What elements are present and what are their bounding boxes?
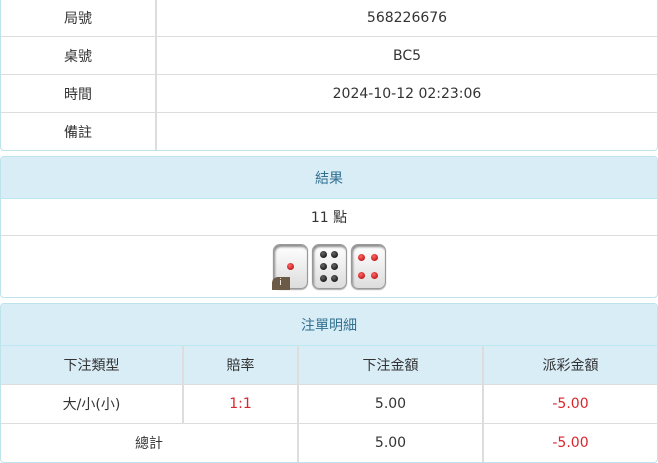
- pip: [357, 254, 365, 262]
- table-row: 大/小(小) 1:1 5.00 -5.00: [1, 384, 657, 424]
- bet-header-row: 下注類型 賠率 下注金額 派彩金額: [1, 346, 657, 385]
- odds: 1:1: [183, 384, 299, 424]
- pip: [331, 275, 339, 283]
- bet-type: 大/小(小): [1, 384, 184, 424]
- pip: [331, 250, 339, 258]
- pip: [371, 254, 379, 262]
- header-payout: 派彩金額: [483, 346, 657, 385]
- pip: [319, 250, 327, 258]
- bet-details-panel: 注單明細 下注類型 賠率 下注金額 派彩金額 大/小(小) 1:1 5.00 -…: [0, 303, 658, 463]
- label: 桌號: [1, 37, 157, 74]
- info-row-table: 桌號 BC5: [1, 36, 657, 74]
- pip: [357, 271, 365, 279]
- info-row-note: 備註: [1, 112, 657, 150]
- die-6: [311, 244, 347, 289]
- total-label: 總計: [1, 423, 299, 462]
- pip: [319, 275, 327, 283]
- info-row-time: 時間 2024-10-12 02:23:06: [1, 74, 657, 112]
- pip: [286, 263, 294, 270]
- result-points: 11 點: [310, 210, 348, 226]
- round-info-table: 局號 568226676 桌號 BC5 時間 2024-10-12 02:23:06 …: [0, 0, 658, 151]
- payout: -5.00: [483, 384, 657, 424]
- label: 備註: [1, 113, 157, 150]
- die-1: i: [271, 244, 308, 290]
- result-title: 結果: [1, 157, 657, 199]
- label: 時間: [1, 75, 157, 112]
- value: BC5: [392, 47, 422, 64]
- header-amount: 下注金額: [298, 346, 484, 385]
- header-bet-type: 下注類型: [1, 346, 184, 385]
- header-odds: 賠率: [183, 346, 299, 385]
- value: 568226676: [366, 9, 448, 26]
- pip: [319, 263, 327, 270]
- value: [157, 113, 657, 150]
- bet-details-title: 注單明細: [1, 304, 657, 346]
- bet-table: 下注類型 賠率 下注金額 派彩金額 大/小(小) 1:1 5.00 -5.00 …: [1, 346, 657, 462]
- bet-amount: 5.00: [298, 384, 484, 424]
- info-icon[interactable]: i: [271, 277, 290, 290]
- die-4: [350, 244, 386, 289]
- info-row-round: 局號 568226676: [1, 0, 657, 36]
- dice-row: i: [1, 235, 657, 297]
- result-panel: 結果 11 點 i: [0, 156, 658, 298]
- total-amount: 5.00: [298, 423, 484, 462]
- pip: [371, 271, 379, 279]
- dice-group: i: [271, 244, 386, 290]
- label: 局號: [1, 0, 157, 36]
- total-payout: -5.00: [483, 423, 657, 462]
- pip: [331, 263, 339, 270]
- value: 2024-10-12 02:23:06: [332, 85, 482, 102]
- total-row: 總計 5.00 -5.00: [1, 423, 657, 462]
